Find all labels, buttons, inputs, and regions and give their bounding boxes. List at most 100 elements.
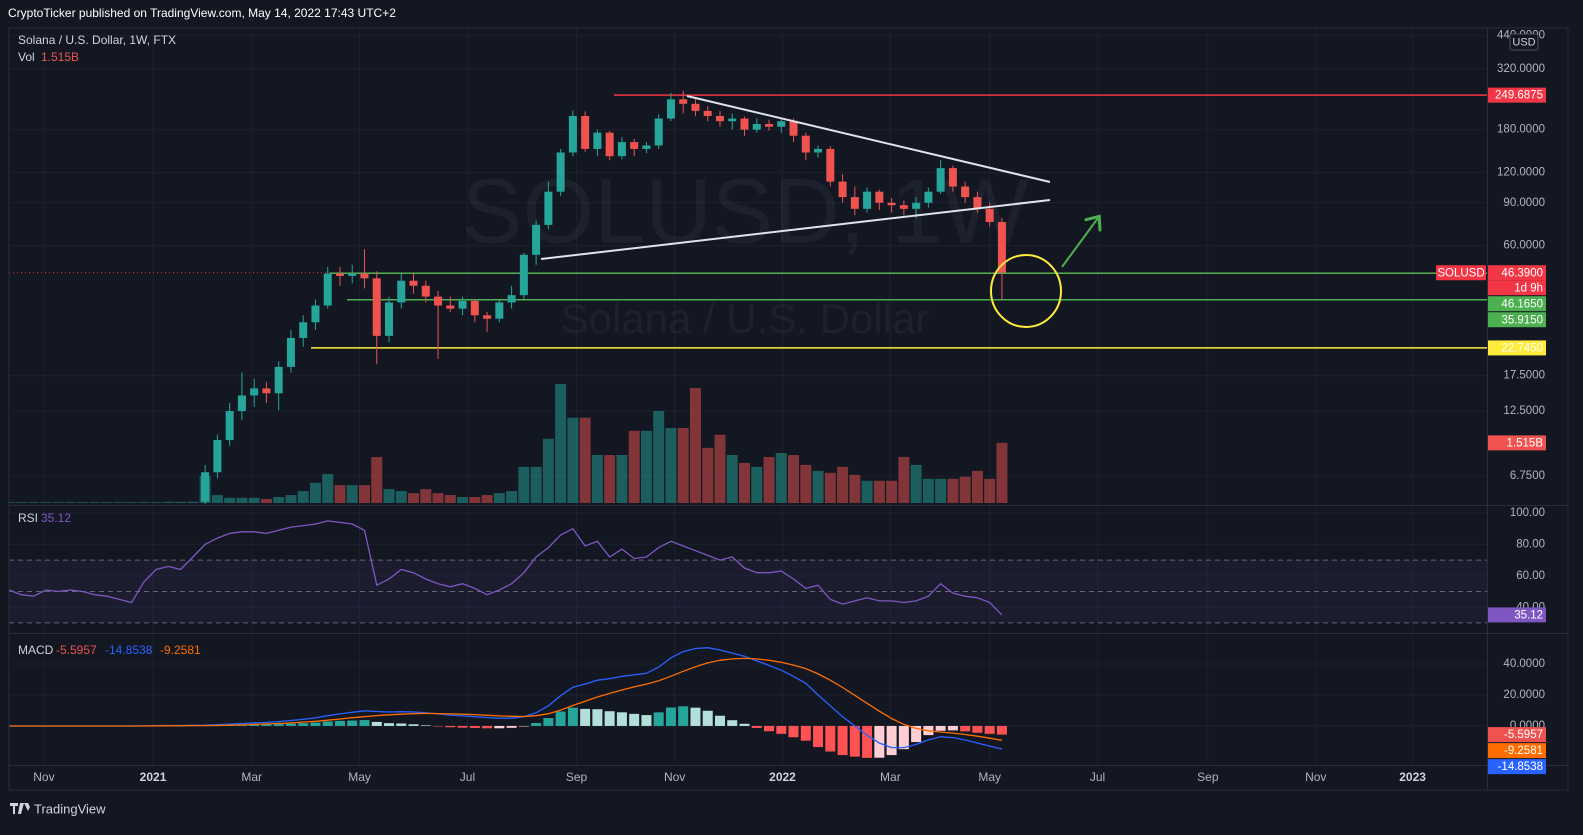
candle-body [752,123,761,130]
candle-body [262,388,271,394]
volume-bar [689,387,701,503]
volume-bar [616,455,628,503]
candle-body [801,135,810,153]
candle-body [948,168,957,187]
y-tick-label: 12.5000 [1503,405,1545,417]
volume-bar [150,502,162,503]
chart-frame [8,27,1569,791]
macd-histogram-bar [531,723,542,726]
candle-body [250,388,259,396]
candle-body [654,118,663,146]
volume-bar [77,502,89,503]
macd-histogram-bar [334,720,345,726]
candle-body [630,142,639,149]
macd-histogram-bar [433,725,444,727]
y-tick-label: 20.0000 [1503,689,1545,701]
axis-tag-text: 46.3900 [1501,267,1543,279]
macd-histogram-bar [653,712,664,726]
volume-bar [309,482,321,503]
volume-bar [812,470,824,503]
volume-bar [873,480,885,503]
macd-histogram-bar [285,723,296,726]
volume-bar [898,456,910,503]
candle-body [544,191,553,225]
volume-bar [775,453,787,503]
macd-histogram-bar [384,723,395,726]
volume-bar [849,474,861,503]
y-tick-label: 180.0000 [1497,124,1545,136]
volume-bar [15,502,27,503]
volume-bar [273,497,285,503]
volume-bar [861,480,873,503]
axis-tag [1488,296,1546,312]
volume-bar [40,502,52,503]
candle-body [434,296,443,306]
y-tick-label: 60.00 [1516,570,1545,582]
price-pane [9,90,1487,504]
volume-bar [64,502,76,503]
volume-bar [824,472,836,503]
volume-bar [542,438,554,503]
volume-bar [187,501,199,503]
macd-histogram-bar [310,722,321,726]
publisher: CryptoTicker published on TradingView.co… [8,6,396,20]
candle-body [470,300,479,316]
currency[interactable]: USD [1512,36,1535,48]
candle-body [875,191,884,203]
macd-histogram-bar [371,721,382,726]
candle-body [568,115,577,153]
candle-body [740,118,749,130]
volume-bar [162,501,174,503]
candle-body [446,305,455,309]
volume-bar [285,495,297,503]
x-tick-label: Jul [1090,770,1105,784]
axis-tag [1488,340,1546,356]
volume-bar [518,466,530,503]
macd-histogram-bar [862,725,873,758]
volume-bar [971,470,983,503]
macd-histogram-bar [972,725,983,733]
candle-body [715,115,724,122]
candle-body [286,337,295,367]
legend-macd-signal: -9.2581 [160,643,201,657]
volume-bar [28,502,40,503]
macd-histogram-bar [874,725,885,758]
candle-body [936,168,945,192]
volume-bar [444,495,456,503]
legend-macd-hist: -5.5957 [56,643,97,657]
axis-tag-text: -5.5957 [1504,729,1543,741]
macd-histogram-bar [592,709,603,726]
x-tick-label: 2021 [140,770,167,784]
candle-body [997,222,1006,273]
currency-box[interactable] [1509,33,1539,51]
axis-tag [1488,743,1546,759]
macd-histogram-bar [751,725,762,728]
volume-bar [481,495,493,503]
y-tick-label: 80.00 [1516,538,1545,550]
candle-body [409,280,418,286]
volume-bar [9,502,15,503]
x-tick-label: Mar [241,770,262,784]
volume-bar [408,493,420,503]
macd-histogram-bar [800,725,811,741]
macd-histogram-bar [420,725,431,726]
macd-histogram-bar [604,711,615,726]
volume-bar [665,428,677,503]
candle-body [335,273,344,276]
macd-histogram-bar [690,707,701,726]
volume-bar [739,462,750,503]
volume-bar [996,442,1008,503]
candle-body [703,110,712,116]
volume-bar [297,491,309,503]
macd-histogram-bar [813,725,824,748]
x-tick-label: Sep [566,770,588,784]
candle-body [826,148,835,182]
macd-histogram-bar [898,725,909,750]
volume-bar [248,497,260,503]
macd-histogram-bar [580,708,591,726]
volume-bar [358,485,370,503]
candle-body [201,472,210,502]
volume-bar [837,466,849,503]
x-tick-label: Nov [664,770,685,784]
candle-body [605,132,614,157]
